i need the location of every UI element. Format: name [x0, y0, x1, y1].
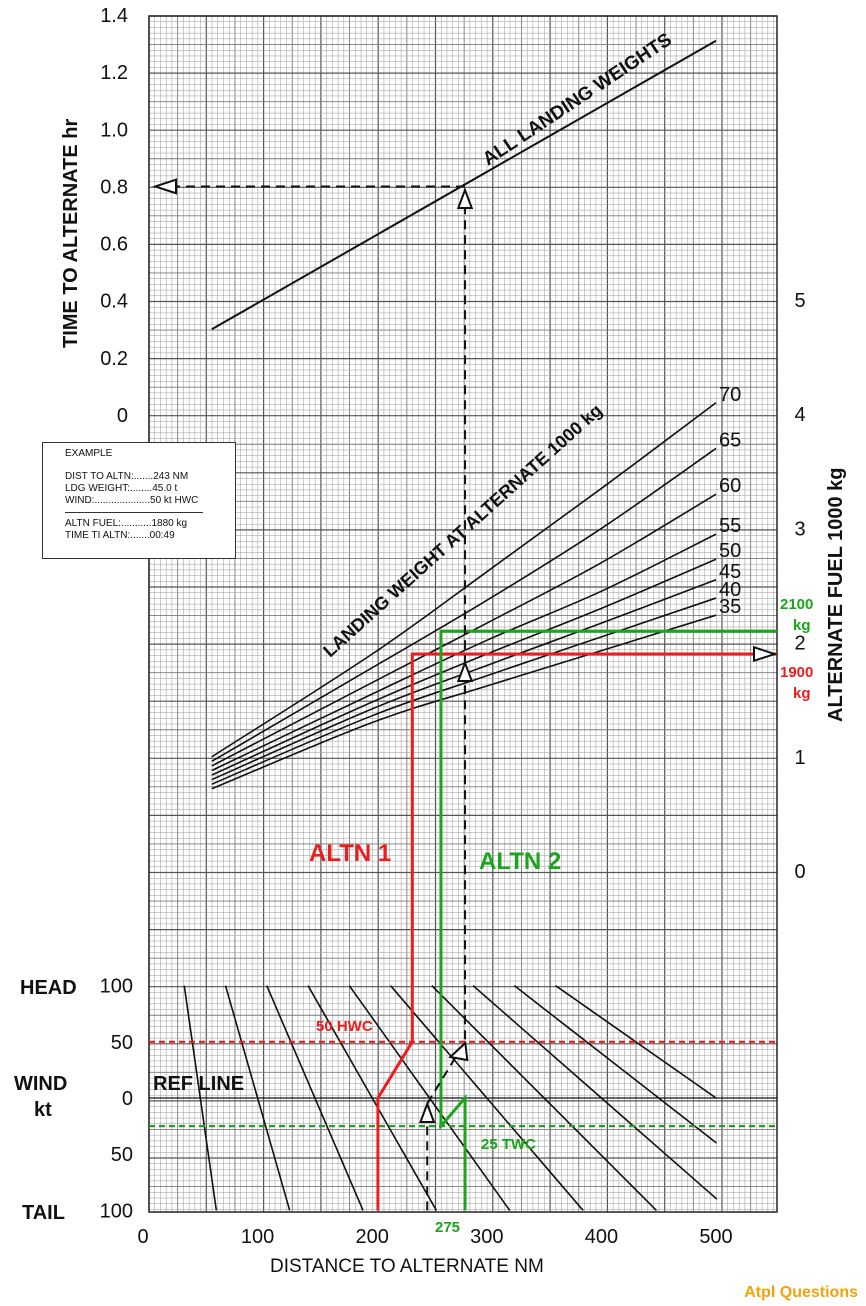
y-tick-label-wind: 100 [100, 1200, 133, 1222]
altn2-fuel-unit: kg [793, 617, 811, 634]
fuel-curve-35 [211, 614, 717, 790]
example-title: EXAMPLE [65, 448, 113, 459]
y-tick-label-time: 1.4 [100, 5, 128, 27]
y-axis-label-time: TIME TO ALTERNATE hr [60, 119, 82, 348]
y-tick-label-fuel: 5 [794, 290, 805, 312]
example-value: 00:49 [149, 530, 175, 541]
fuel-curve-label: 35 [719, 596, 741, 618]
arrow-left-time [152, 178, 177, 195]
fuel-curve-60 [211, 493, 717, 767]
example-value: 45.0 t [152, 483, 178, 494]
fuel-curve-45 [211, 579, 717, 781]
y-tick-label-wind: 50 [111, 1032, 133, 1054]
arrow-right-fuel [753, 645, 778, 663]
y-tick-label-time: 0.8 [100, 176, 128, 198]
x-tick-label: 500 [699, 1226, 732, 1248]
y-tick-label-time: 1.0 [100, 119, 128, 141]
curves [149, 39, 777, 1211]
altn2-path [439, 629, 777, 1211]
example-label: WIND:.................... [65, 495, 151, 506]
fuel-curve-70 [211, 402, 717, 758]
example-box: EXAMPLE DIST TO ALTN:....... 243 NM LDG W… [42, 442, 236, 559]
x-tick-label: 0 [137, 1226, 148, 1248]
twc-label: 25 TWC [481, 1136, 536, 1153]
example-label: LDG WEIGHT:........ [65, 483, 153, 494]
y-tick-label-time: 0 [117, 405, 128, 427]
example-label: DIST TO ALTN:....... [65, 471, 154, 482]
wind-curve [513, 984, 717, 1144]
fuel-curve-label: 60 [719, 475, 741, 497]
hwc-label: 50 HWC [316, 1018, 373, 1035]
y-tick-label-wind: 100 [100, 976, 133, 998]
wind-label-kt: kt [34, 1099, 52, 1121]
overlays [149, 178, 778, 1211]
altn1-path [376, 652, 777, 1211]
plot-frame [148, 15, 778, 1213]
example-label: TIME TI ALTN:....... [65, 530, 150, 541]
grid [148, 15, 778, 1213]
example-value: 50 kt HWC [150, 495, 199, 506]
y-tick-label-wind: 0 [122, 1088, 133, 1110]
fuel-curve-label: 50 [719, 540, 741, 562]
y-tick-label-time: 1.2 [100, 62, 128, 84]
y-tick-label-fuel: 1 [794, 747, 805, 769]
wind-label-tail: TAIL [22, 1202, 65, 1224]
arrow-up-fuel [456, 660, 474, 682]
example-label: ALTN FUEL:........... [65, 518, 152, 529]
x-tick-label: 100 [241, 1226, 274, 1248]
fuel-curve-label: 40 [719, 579, 741, 601]
wind-curve [472, 984, 718, 1200]
y-tick-label-time: 0.2 [100, 348, 128, 370]
brand-watermark: Atpl Questions [744, 1284, 858, 1301]
time-line-all-weights [211, 39, 717, 331]
fuel-curve-40 [211, 597, 717, 785]
y-tick-label-fuel: 3 [794, 518, 805, 540]
y-tick-label-wind: 50 [111, 1144, 133, 1166]
example-row: TIME TI ALTN:....... 00:49 [65, 530, 235, 542]
wind-label-wind: WIND [14, 1073, 67, 1095]
y-tick-label-fuel: 0 [794, 861, 805, 883]
fuel-curve-label: 55 [719, 515, 741, 537]
x-axis-label: DISTANCE TO ALTERNATE NM [270, 1256, 544, 1277]
arrow-up-time [456, 187, 474, 209]
x-tick-label: 200 [356, 1226, 389, 1248]
fuel-curve-55 [211, 533, 717, 772]
fuel-curve-label: 70 [719, 384, 741, 406]
example-row: WIND:.................... 50 kt HWC [65, 495, 235, 507]
altn1-label: ALTN 1 [309, 840, 391, 867]
y-tick-label-fuel: 2 [794, 633, 805, 655]
example-row: ALTN FUEL:........... 1880 kg [65, 518, 235, 530]
altn2-label: ALTN 2 [479, 848, 561, 875]
y-tick-label-time: 0.4 [100, 291, 128, 313]
example-row: LDG WEIGHT:........ 45.0 t [65, 483, 235, 495]
example-row: DIST TO ALTN:....... 243 NM [65, 471, 235, 483]
fuel-curve-label: 45 [719, 561, 741, 583]
wind-label-head: HEAD [20, 977, 77, 999]
altn2-fuel-value: 2100 [780, 596, 813, 613]
altn2-distance-label: 275 [435, 1219, 460, 1236]
altn1-fuel-unit: kg [793, 685, 811, 702]
example-divider [65, 512, 203, 513]
wind-curve [555, 984, 717, 1099]
x-tick-label: 300 [470, 1226, 503, 1248]
example-value: 1880 kg [151, 518, 188, 529]
arrow-diagonal-wind [448, 1040, 469, 1062]
y-tick-label-fuel: 4 [794, 404, 805, 426]
y-axis-label-fuel: ALTERNATE FUEL 1000 kg [825, 468, 847, 723]
altn1-fuel-value: 1900 [780, 664, 813, 681]
example-value: 243 NM [153, 471, 189, 482]
x-tick-label: 400 [585, 1226, 618, 1248]
fuel-curve-label: 65 [719, 429, 741, 451]
arrow-up-wind [419, 1101, 436, 1123]
y-tick-label-time: 0.6 [100, 234, 128, 256]
ref-line-label: REF LINE [153, 1073, 244, 1095]
fuel-curve-65 [211, 447, 717, 763]
